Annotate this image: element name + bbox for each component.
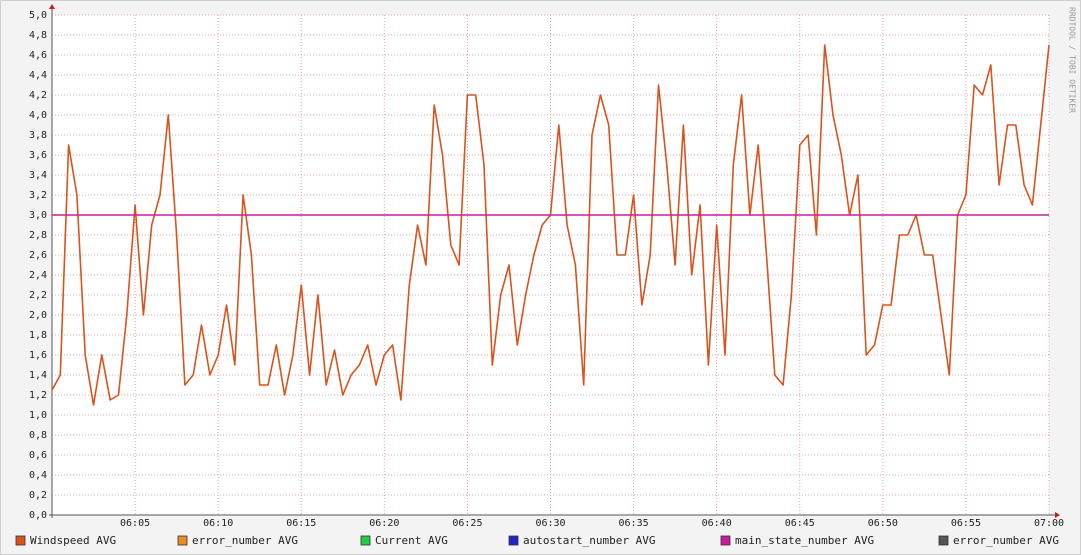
y-tick-label: 2,0 <box>29 310 47 321</box>
x-tick-label: 06:35 <box>619 518 649 529</box>
x-tick-label: 06:45 <box>785 518 815 529</box>
y-tick-label: 3,6 <box>29 150 47 161</box>
legend-label: Current AVG <box>375 534 448 547</box>
legend-swatch <box>15 535 26 546</box>
x-tick-label: 06:50 <box>868 518 898 529</box>
y-tick-label: 0,8 <box>29 430 47 441</box>
x-tick-label: 06:10 <box>203 518 233 529</box>
legend-label: Windspeed AVG <box>30 534 116 547</box>
axis-arrow <box>49 4 55 9</box>
y-tick-label: 2,2 <box>29 290 47 301</box>
legend-swatch <box>938 535 949 546</box>
legend-label: main_state_number AVG <box>735 534 874 547</box>
y-tick-label: 2,8 <box>29 230 47 241</box>
y-tick-label: 1,2 <box>29 390 47 401</box>
x-tick-label: 07:00 <box>1034 518 1064 529</box>
x-tick-label: 06:25 <box>452 518 482 529</box>
y-tick-label: 3,8 <box>29 130 47 141</box>
y-tick-label: 0,0 <box>29 510 47 521</box>
y-tick-label: 1,8 <box>29 330 47 341</box>
y-tick-label: 4,0 <box>29 110 47 121</box>
x-tick-label: 06:40 <box>702 518 732 529</box>
legend-swatch <box>508 535 519 546</box>
legend-label: autostart_number AVG <box>523 534 655 547</box>
x-tick-label: 06:05 <box>120 518 150 529</box>
legend-label: error_number AVG <box>953 534 1059 547</box>
y-tick-label: 3,4 <box>29 170 47 181</box>
legend-swatch <box>177 535 188 546</box>
y-tick-label: 5,0 <box>29 10 47 21</box>
y-tick-label: 1,6 <box>29 350 47 361</box>
legend-label: error_number AVG <box>192 534 298 547</box>
y-tick-label: 4,6 <box>29 50 47 61</box>
y-tick-label: 2,6 <box>29 250 47 261</box>
y-tick-label: 0,2 <box>29 490 47 501</box>
watermark: RRDTOOL / TOBI OETIKER <box>1068 7 1077 113</box>
y-tick-label: 1,0 <box>29 410 47 421</box>
legend-swatch <box>360 535 371 546</box>
x-tick-label: 06:20 <box>369 518 399 529</box>
x-tick-label: 06:15 <box>286 518 316 529</box>
y-tick-label: 1,4 <box>29 370 47 381</box>
y-tick-label: 3,0 <box>29 210 47 221</box>
y-tick-label: 4,8 <box>29 30 47 41</box>
y-tick-label: 3,2 <box>29 190 47 201</box>
y-tick-label: 2,4 <box>29 270 47 281</box>
x-tick-label: 06:55 <box>951 518 981 529</box>
axis-arrow <box>1055 512 1060 518</box>
legend-swatch <box>720 535 731 546</box>
y-tick-label: 0,6 <box>29 450 47 461</box>
y-tick-label: 4,2 <box>29 90 47 101</box>
y-tick-label: 4,4 <box>29 70 47 81</box>
y-tick-label: 0,4 <box>29 470 47 481</box>
x-tick-label: 06:30 <box>535 518 565 529</box>
